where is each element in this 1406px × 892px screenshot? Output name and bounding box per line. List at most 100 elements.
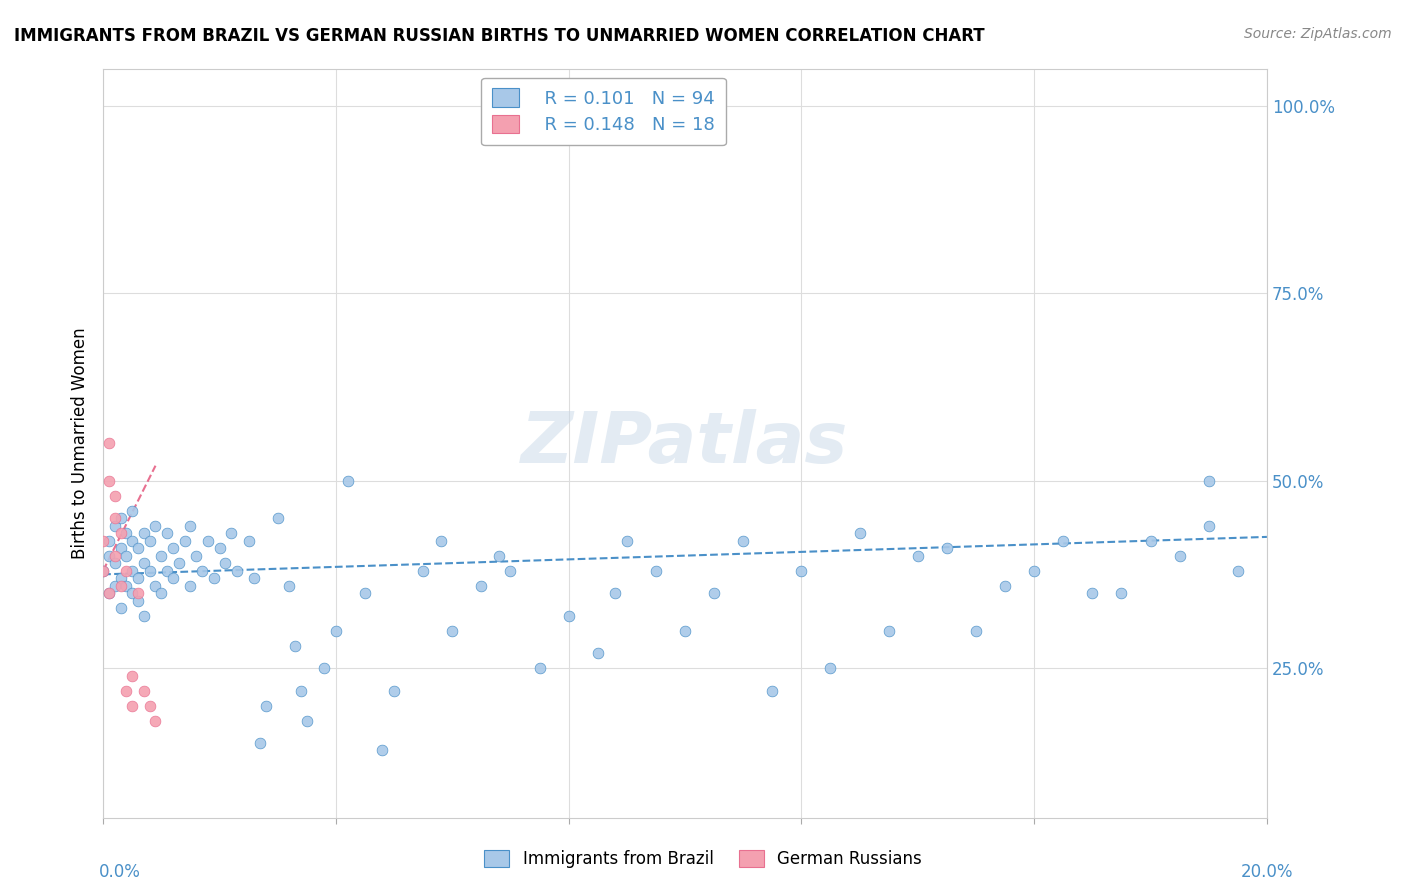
Point — [110, 601, 132, 615]
Point — [110, 541, 132, 556]
Point — [935, 541, 957, 556]
Point — [97, 549, 120, 563]
Point — [761, 683, 783, 698]
Point — [121, 533, 143, 548]
Point — [1111, 586, 1133, 600]
Point — [167, 556, 190, 570]
Point — [295, 714, 318, 728]
Point — [97, 533, 120, 548]
Point — [907, 549, 929, 563]
Point — [994, 579, 1017, 593]
Point — [336, 474, 359, 488]
Point — [733, 533, 755, 548]
Point — [616, 533, 638, 548]
Point — [499, 564, 522, 578]
Point — [132, 608, 155, 623]
Point — [97, 436, 120, 450]
Point — [115, 549, 138, 563]
Point — [104, 549, 127, 563]
Point — [1198, 474, 1220, 488]
Point — [1081, 586, 1104, 600]
Point — [1198, 518, 1220, 533]
Point — [249, 736, 271, 750]
Point — [214, 556, 236, 570]
Point — [254, 698, 277, 713]
Point — [1139, 533, 1161, 548]
Point — [115, 564, 138, 578]
Point — [121, 503, 143, 517]
Point — [179, 518, 201, 533]
Point — [1024, 564, 1046, 578]
Point — [1226, 564, 1249, 578]
Point — [219, 526, 242, 541]
Point — [354, 586, 377, 600]
Point — [186, 549, 208, 563]
Point — [586, 646, 609, 660]
Point — [97, 474, 120, 488]
Legend: Immigrants from Brazil, German Russians: Immigrants from Brazil, German Russians — [478, 843, 928, 875]
Point — [138, 533, 160, 548]
Point — [673, 624, 696, 638]
Point — [150, 549, 173, 563]
Point — [110, 579, 132, 593]
Text: ZIPatlas: ZIPatlas — [522, 409, 849, 478]
Text: IMMIGRANTS FROM BRAZIL VS GERMAN RUSSIAN BIRTHS TO UNMARRIED WOMEN CORRELATION C: IMMIGRANTS FROM BRAZIL VS GERMAN RUSSIAN… — [14, 27, 984, 45]
Text: 0.0%: 0.0% — [98, 863, 141, 881]
Point — [127, 571, 149, 585]
Point — [848, 526, 870, 541]
Point — [877, 624, 900, 638]
Text: Source: ZipAtlas.com: Source: ZipAtlas.com — [1244, 27, 1392, 41]
Point — [965, 624, 987, 638]
Point — [314, 661, 336, 675]
Point — [145, 579, 167, 593]
Point — [145, 518, 167, 533]
Point — [110, 526, 132, 541]
Point — [115, 526, 138, 541]
Point — [173, 533, 195, 548]
Point — [104, 511, 127, 525]
Point — [91, 564, 114, 578]
Point — [162, 571, 184, 585]
Point — [104, 579, 127, 593]
Text: 20.0%: 20.0% — [1241, 863, 1294, 881]
Point — [371, 743, 394, 757]
Point — [132, 526, 155, 541]
Point — [202, 571, 225, 585]
Point — [441, 624, 464, 638]
Point — [208, 541, 231, 556]
Point — [179, 579, 201, 593]
Point — [156, 564, 179, 578]
Point — [127, 541, 149, 556]
Point — [605, 586, 627, 600]
Y-axis label: Births to Unmarried Women: Births to Unmarried Women — [72, 327, 89, 559]
Point — [267, 511, 290, 525]
Point — [557, 608, 579, 623]
Point — [138, 564, 160, 578]
Point — [412, 564, 434, 578]
Point — [278, 579, 301, 593]
Point — [488, 549, 510, 563]
Point — [132, 683, 155, 698]
Point — [162, 541, 184, 556]
Point — [529, 661, 551, 675]
Point — [115, 579, 138, 593]
Point — [91, 564, 114, 578]
Point — [1168, 549, 1191, 563]
Point — [121, 698, 143, 713]
Point — [91, 533, 114, 548]
Point — [238, 533, 260, 548]
Point — [197, 533, 219, 548]
Point — [703, 586, 725, 600]
Point — [121, 668, 143, 682]
Point — [156, 526, 179, 541]
Point — [284, 639, 307, 653]
Point — [191, 564, 214, 578]
Point — [470, 579, 492, 593]
Point — [127, 593, 149, 607]
Point — [115, 683, 138, 698]
Point — [127, 586, 149, 600]
Point — [138, 698, 160, 713]
Point — [382, 683, 405, 698]
Point — [820, 661, 842, 675]
Point — [243, 571, 266, 585]
